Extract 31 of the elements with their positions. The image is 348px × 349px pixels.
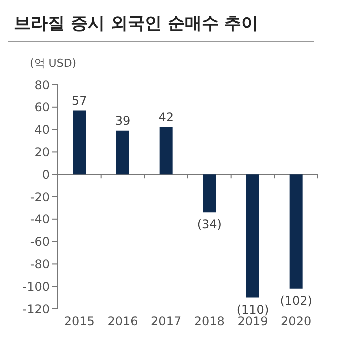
chart-title: 브라질 증시 외국인 순매수 추이 (8, 8, 314, 42)
y-axis-title: (억 USD) (30, 56, 78, 71)
data-label: 42 (158, 110, 174, 125)
y-tick-label: 60 (34, 100, 50, 115)
data-label: (34) (197, 218, 222, 232)
x-tick-label: 2018 (194, 314, 225, 329)
data-label: (110) (236, 302, 270, 317)
y-tick-label: -20 (30, 190, 50, 204)
bar (203, 174, 216, 213)
y-tick-label: -40 (30, 212, 50, 227)
data-label: (102) (280, 294, 312, 308)
data-label: 39 (115, 114, 131, 128)
y-tick-label: 40 (34, 123, 50, 138)
y-tick-label: 20 (34, 145, 50, 160)
x-tick-label: 2019 (238, 314, 268, 329)
y-tick-label: -100 (22, 280, 50, 294)
y-tick-label: -120 (22, 302, 50, 316)
x-tick-label: 2016 (108, 314, 138, 329)
y-tick-label: 80 (34, 78, 50, 92)
x-tick-label: 2015 (64, 314, 95, 329)
bar (73, 110, 86, 175)
bar (160, 128, 173, 175)
bar (116, 130, 130, 175)
bar (246, 174, 260, 298)
y-tick-label: -60 (30, 235, 50, 250)
data-label: 57 (72, 94, 88, 108)
y-tick-label: 0 (42, 168, 50, 182)
x-tick-label: 2017 (151, 314, 182, 329)
y-tick-label: -80 (30, 257, 50, 272)
bar (290, 174, 303, 289)
x-tick-label: 2020 (281, 314, 312, 329)
